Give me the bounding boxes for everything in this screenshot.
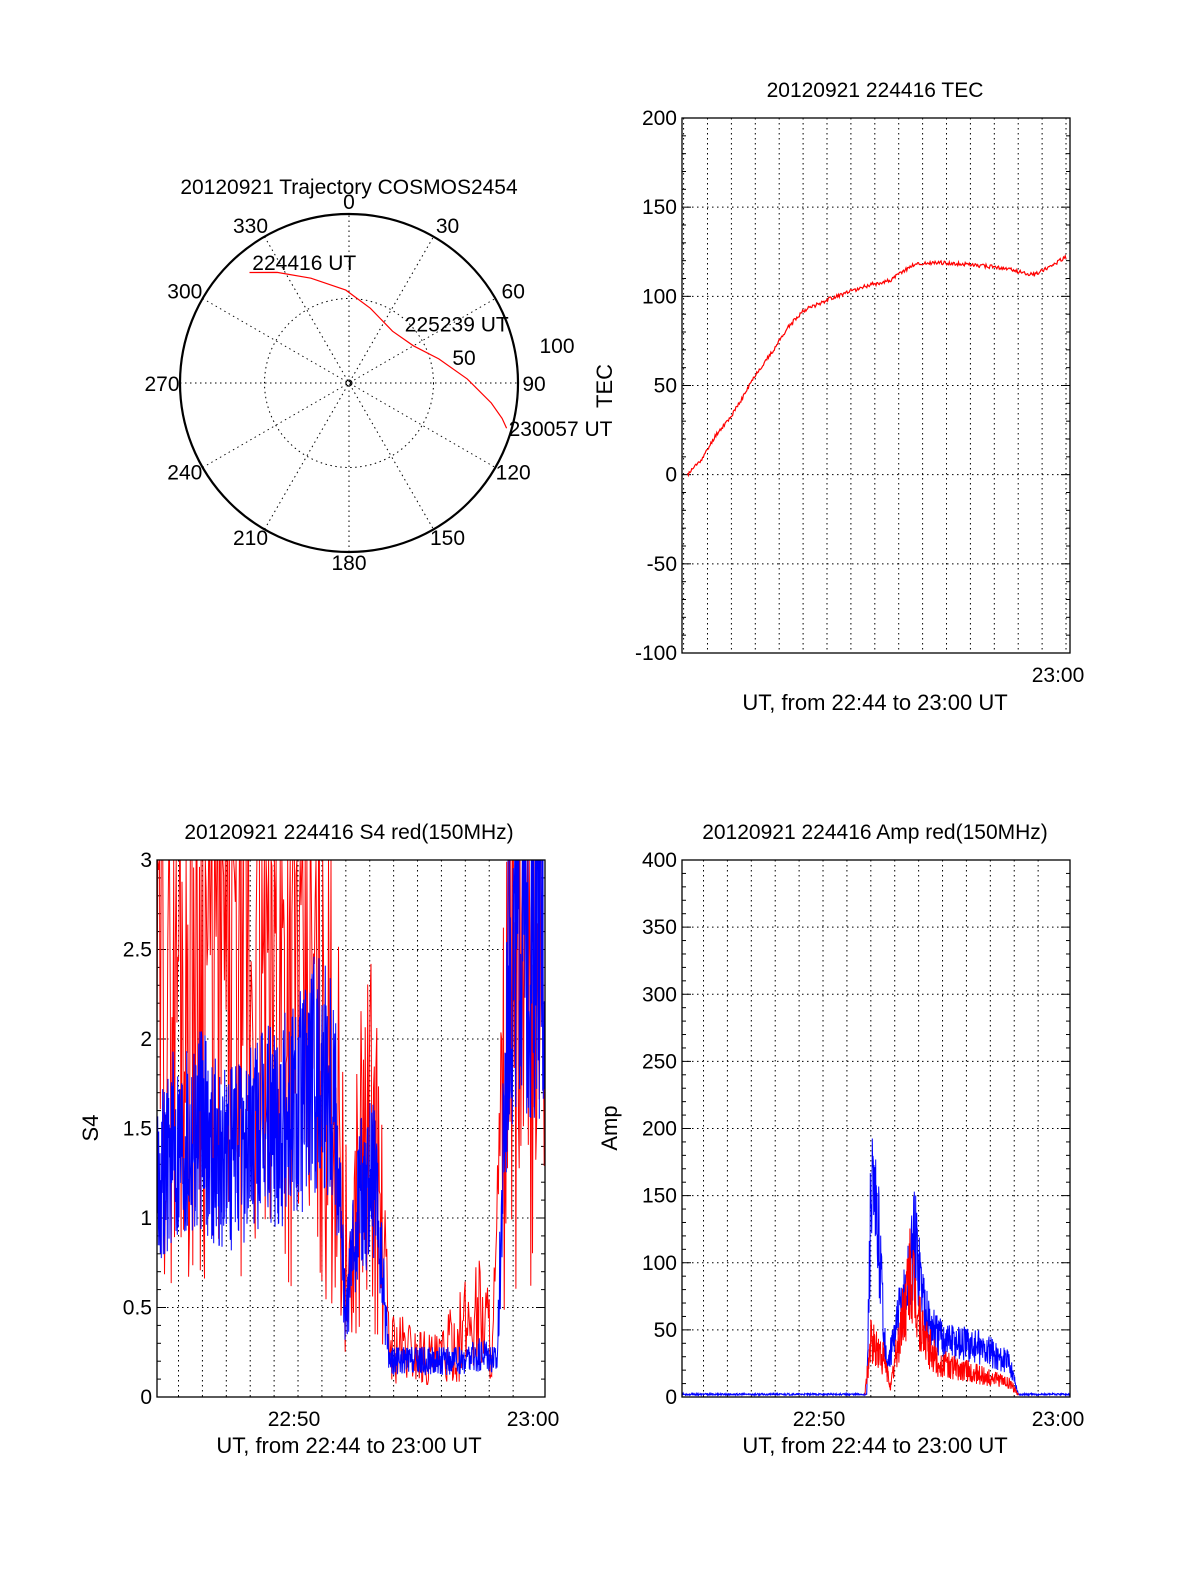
tec-chart: 20120921 224416 TEC -100 -50 0 50 100 15…: [592, 79, 1084, 715]
s4-y-tick: 1.5: [123, 1118, 152, 1141]
amp-y-tick: 400: [642, 849, 677, 872]
polar-chart: 20120921 Trajectory COSMOS2454 0 30 60 9…: [144, 176, 612, 575]
s4-x-tick: 22:50: [268, 1408, 321, 1431]
amp-blue-series-line: [681, 1138, 1071, 1398]
angle-label-90: 90: [522, 373, 545, 396]
trajectory-mid-label: 225239 UT: [405, 314, 509, 337]
radial-label-50: 50: [452, 347, 475, 370]
s4-x-tick: 23:00: [507, 1408, 560, 1431]
tec-y-tick: 100: [642, 285, 677, 308]
angle-label-30: 30: [436, 215, 459, 238]
amp-y-tick: 50: [654, 1319, 677, 1342]
polar-chart-title: 20120921 Trajectory COSMOS2454: [180, 176, 518, 199]
s4-y-tick: 0.5: [123, 1297, 152, 1320]
amp-y-tick-labels: 0 50 100 150 200 250 300 350 400: [642, 849, 677, 1409]
amp-x-tick: 22:50: [793, 1408, 846, 1431]
angle-label-210: 210: [233, 527, 268, 550]
amp-chart: 20120921 224416 Amp red(150MHz) 0 50 100…: [597, 821, 1084, 1458]
trajectory-end-label: 230057 UT: [509, 418, 613, 441]
amp-grid: [682, 859, 1070, 1398]
tec-y-tick: 200: [642, 107, 677, 130]
s4-y-tick: 0: [140, 1386, 152, 1409]
polar-grid-spoke: [264, 236, 434, 530]
tec-x-tick: 23:00: [1032, 664, 1085, 687]
tec-x-tick-labels: 23:00: [1032, 664, 1085, 687]
s4-y-tick-labels: 0 0.5 1 1.5 2 2.5 3: [123, 849, 152, 1409]
polar-grid-spoke: [264, 236, 434, 530]
amp-y-tick: 350: [642, 916, 677, 939]
amp-red-series-line: [864, 1228, 1019, 1396]
tec-y-tick: 0: [665, 464, 677, 487]
angle-label-180: 180: [331, 552, 366, 575]
polar-grid: [180, 214, 518, 552]
amp-y-tick: 150: [642, 1185, 677, 1208]
polar-outer-ring: [178, 212, 520, 554]
s4-y-axis-label: S4: [78, 1115, 103, 1142]
amp-x-tick-labels: 22:50 23:00: [793, 1408, 1085, 1431]
polar-grid-spoke: [202, 298, 496, 468]
amp-y-tick: 250: [642, 1050, 677, 1073]
s4-y-tick: 1: [140, 1207, 152, 1230]
angle-label-0: 0: [343, 191, 355, 214]
angle-label-60: 60: [502, 281, 525, 304]
s4-blue-series-line: [156, 859, 546, 1376]
radial-label-100: 100: [539, 335, 574, 358]
amp-x-tick: 23:00: [1032, 1408, 1085, 1431]
angle-label-330: 330: [233, 215, 268, 238]
polar-grid-spoke: [202, 298, 496, 468]
tec-x-axis-label: UT, from 22:44 to 23:00 UT: [742, 690, 1007, 715]
s4-y-tick: 3: [140, 849, 152, 872]
trajectory-line: [249, 271, 508, 429]
amp-y-tick: 200: [642, 1118, 677, 1141]
trajectory-start-label: 224416 UT: [252, 252, 356, 275]
s4-x-tick-labels: 22:50 23:00: [268, 1408, 560, 1431]
angle-label-150: 150: [430, 527, 465, 550]
s4-y-tick: 2.5: [123, 939, 152, 962]
tec-series-line: [687, 253, 1067, 478]
angle-label-300: 300: [167, 281, 202, 304]
tec-y-tick: -100: [635, 642, 677, 665]
s4-plot-frame: [156, 859, 546, 1398]
tec-y-tick: -50: [647, 553, 677, 576]
amp-plot-frame: [681, 859, 1071, 1398]
s4-chart-title: 20120921 224416 S4 red(150MHz): [184, 821, 513, 844]
angle-label-120: 120: [496, 462, 531, 485]
angle-label-270: 270: [144, 373, 179, 396]
amp-chart-title: 20120921 224416 Amp red(150MHz): [702, 821, 1048, 844]
s4-chart: 20120921 224416 S4 red(150MHz) 0 0.5 1 1…: [78, 821, 559, 1458]
tec-y-axis-label: TEC: [592, 364, 617, 408]
amp-y-tick: 0: [665, 1386, 677, 1409]
s4-x-axis-label: UT, from 22:44 to 23:00 UT: [216, 1433, 481, 1458]
tec-y-tick-labels: -100 -50 0 50 100 150 200: [635, 107, 677, 665]
tec-y-tick: 50: [654, 375, 677, 398]
angle-label-240: 240: [167, 462, 202, 485]
amp-y-tick: 300: [642, 983, 677, 1006]
amp-y-tick: 100: [642, 1252, 677, 1275]
tec-y-tick: 150: [642, 196, 677, 219]
polar-angle-labels: 0 30 60 90 120 150 180 210 240 270 300 3…: [144, 191, 545, 575]
amp-x-axis-label: UT, from 22:44 to 23:00 UT: [742, 1433, 1007, 1458]
tec-chart-title: 20120921 224416 TEC: [767, 79, 984, 102]
polar-grid-ring: [264, 298, 434, 468]
amp-y-axis-label: Amp: [597, 1105, 622, 1150]
tec-grid: [682, 117, 1070, 654]
s4-y-tick: 2: [140, 1028, 152, 1051]
tec-plot-frame: [681, 117, 1071, 654]
